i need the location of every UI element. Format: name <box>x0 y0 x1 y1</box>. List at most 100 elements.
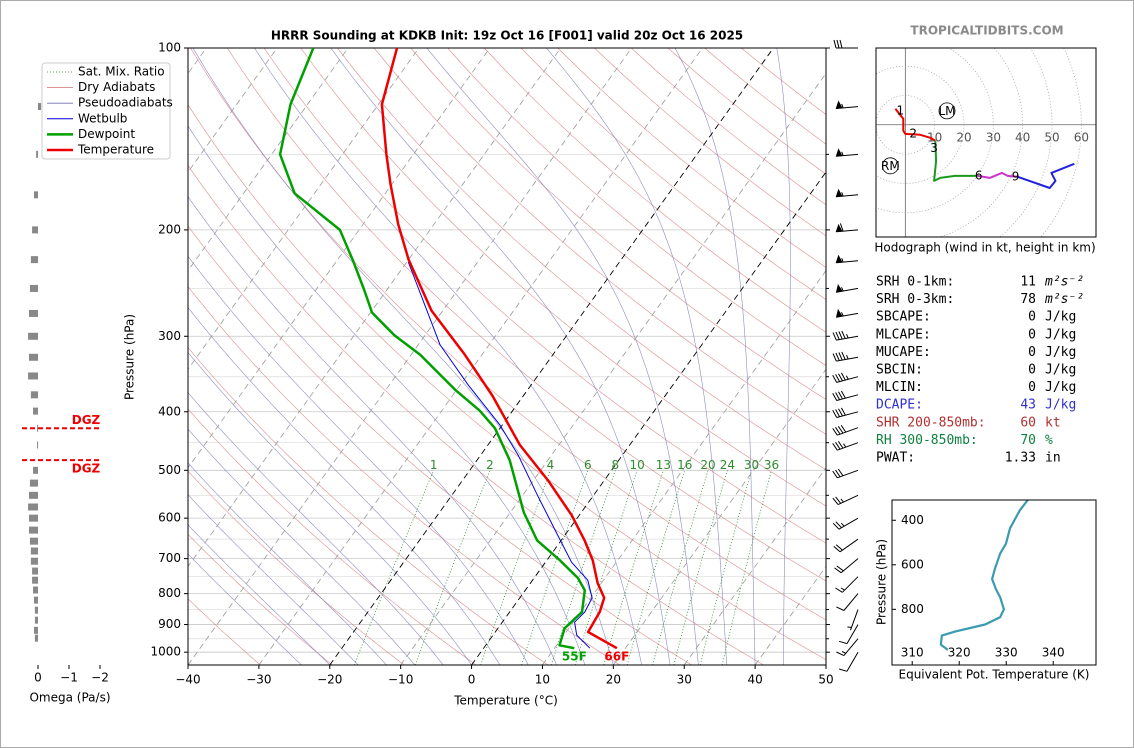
thetae-x-tick-label: 330 <box>995 646 1018 660</box>
dry-adiabat <box>263 48 826 544</box>
index-value: 11 <box>1020 275 1036 290</box>
barb-staff <box>836 638 859 657</box>
pseudoadiabat <box>188 352 472 665</box>
wind-barb <box>835 309 859 318</box>
omega-bar <box>28 372 38 380</box>
wind-barb <box>832 351 859 362</box>
thetae-plot <box>939 500 1029 651</box>
isotherm <box>188 48 562 568</box>
thetae-x-tick-label: 310 <box>901 646 924 660</box>
wind-barb <box>836 638 859 657</box>
dry-adiabat <box>447 48 826 366</box>
omega-bar <box>38 103 42 111</box>
mixing-ratio-label: 6 <box>584 458 592 472</box>
omega-bar <box>33 191 38 199</box>
legend-label: Temperature <box>77 143 154 157</box>
dry-adiabat <box>188 470 405 665</box>
barb-staff <box>833 39 858 49</box>
omega-bar <box>30 391 38 399</box>
barb-staff <box>832 517 859 530</box>
hodo-ring-label: 40 <box>1015 130 1030 144</box>
hodo-line <box>894 108 936 142</box>
hodo-ring <box>1040 48 1082 237</box>
barb-staff <box>832 425 859 436</box>
mixing-ratio-line <box>480 470 551 665</box>
wind-barb <box>838 624 859 645</box>
omega-bar <box>32 576 38 584</box>
y-tick-label: 1000 <box>150 645 181 659</box>
barb-pennant <box>835 223 843 233</box>
mixing-ratio-line <box>673 470 728 665</box>
barb-staff <box>832 372 859 383</box>
mixing-ratio-label: 8 <box>611 458 619 472</box>
dry-adiabat <box>188 286 621 665</box>
isotherm <box>188 48 491 469</box>
y-tick-label: 100 <box>158 41 181 55</box>
index-label: RH 300-850mb: <box>876 433 978 448</box>
barb-staff <box>832 351 859 362</box>
hodo-height-label: 9 <box>1012 169 1020 183</box>
legend-label: Wetbulb <box>78 111 127 125</box>
dry-adiabat <box>188 164 764 665</box>
hodo-ring-label: 60 <box>1074 130 1089 144</box>
thetae-x-label: Equivalent Pot. Temperature (K) <box>899 668 1090 682</box>
hodo-line <box>1017 162 1075 189</box>
x-tick-label: −30 <box>246 673 271 687</box>
dry-adiabat <box>188 225 692 665</box>
hodo-ring <box>876 48 994 214</box>
omega-bar <box>30 557 38 565</box>
omega-tick-label: −1 <box>60 671 78 685</box>
index-value: 1.33 <box>1005 451 1036 466</box>
barb-staff <box>832 441 859 451</box>
isotherm <box>329 48 774 665</box>
omega-bar <box>29 537 38 545</box>
index-label: SRH 0-3km: <box>876 292 954 307</box>
y-tick-label: 300 <box>158 329 181 343</box>
barb-staff <box>835 576 859 593</box>
y-axis-label: Pressure (hPa) <box>123 314 137 400</box>
index-label: SBCAPE: <box>876 310 931 325</box>
wind-barb <box>832 330 859 341</box>
hodo-ring-label: 50 <box>1044 130 1059 144</box>
wind-barb <box>832 468 859 479</box>
omega-bar <box>29 491 38 499</box>
hodo-ring <box>999 48 1053 237</box>
index-unit: J/kg <box>1045 327 1076 342</box>
wind-barb <box>833 39 858 49</box>
omega-bar <box>33 407 38 415</box>
mixing-ratio-label: 30 <box>744 458 759 472</box>
profile-line <box>407 261 593 649</box>
wind-barb <box>832 425 859 436</box>
thetae-x-tick-label: 320 <box>948 646 971 660</box>
omega-bar <box>33 586 38 594</box>
index-unit: m²s⁻² <box>1044 292 1084 307</box>
omega-bar <box>34 634 38 642</box>
omega-bar <box>29 479 38 487</box>
omega-bar <box>29 284 38 292</box>
omega-bar <box>30 547 38 555</box>
hodo-height-label: 6 <box>975 168 983 182</box>
x-tick-label: 0 <box>468 673 476 687</box>
skewt-background <box>188 48 826 665</box>
barb-staff <box>832 407 859 418</box>
index-label: MLCIN: <box>876 380 923 395</box>
mixing-ratio-line <box>721 470 772 665</box>
hodo-ring <box>876 65 965 184</box>
barb-staff <box>833 538 859 553</box>
barb-staff <box>832 390 859 401</box>
mixing-ratio-line <box>626 470 686 665</box>
dry-adiabat <box>188 533 333 665</box>
omega-bar <box>34 606 38 614</box>
wind-barb <box>832 372 859 383</box>
pseudoadiabat <box>188 125 586 665</box>
dgz-label: DGZ <box>72 462 101 476</box>
x-tick-label: 20 <box>606 673 621 687</box>
index-unit: in <box>1045 451 1061 466</box>
mixing-ratio-label: 4 <box>547 458 555 472</box>
omega-tick-label: 0 <box>34 671 42 685</box>
omega-bar <box>29 526 38 534</box>
barb-pennant <box>835 100 843 109</box>
brand: TROPICALTIDBITS.COM <box>910 24 1063 38</box>
index-unit: m²s⁻² <box>1044 275 1084 290</box>
